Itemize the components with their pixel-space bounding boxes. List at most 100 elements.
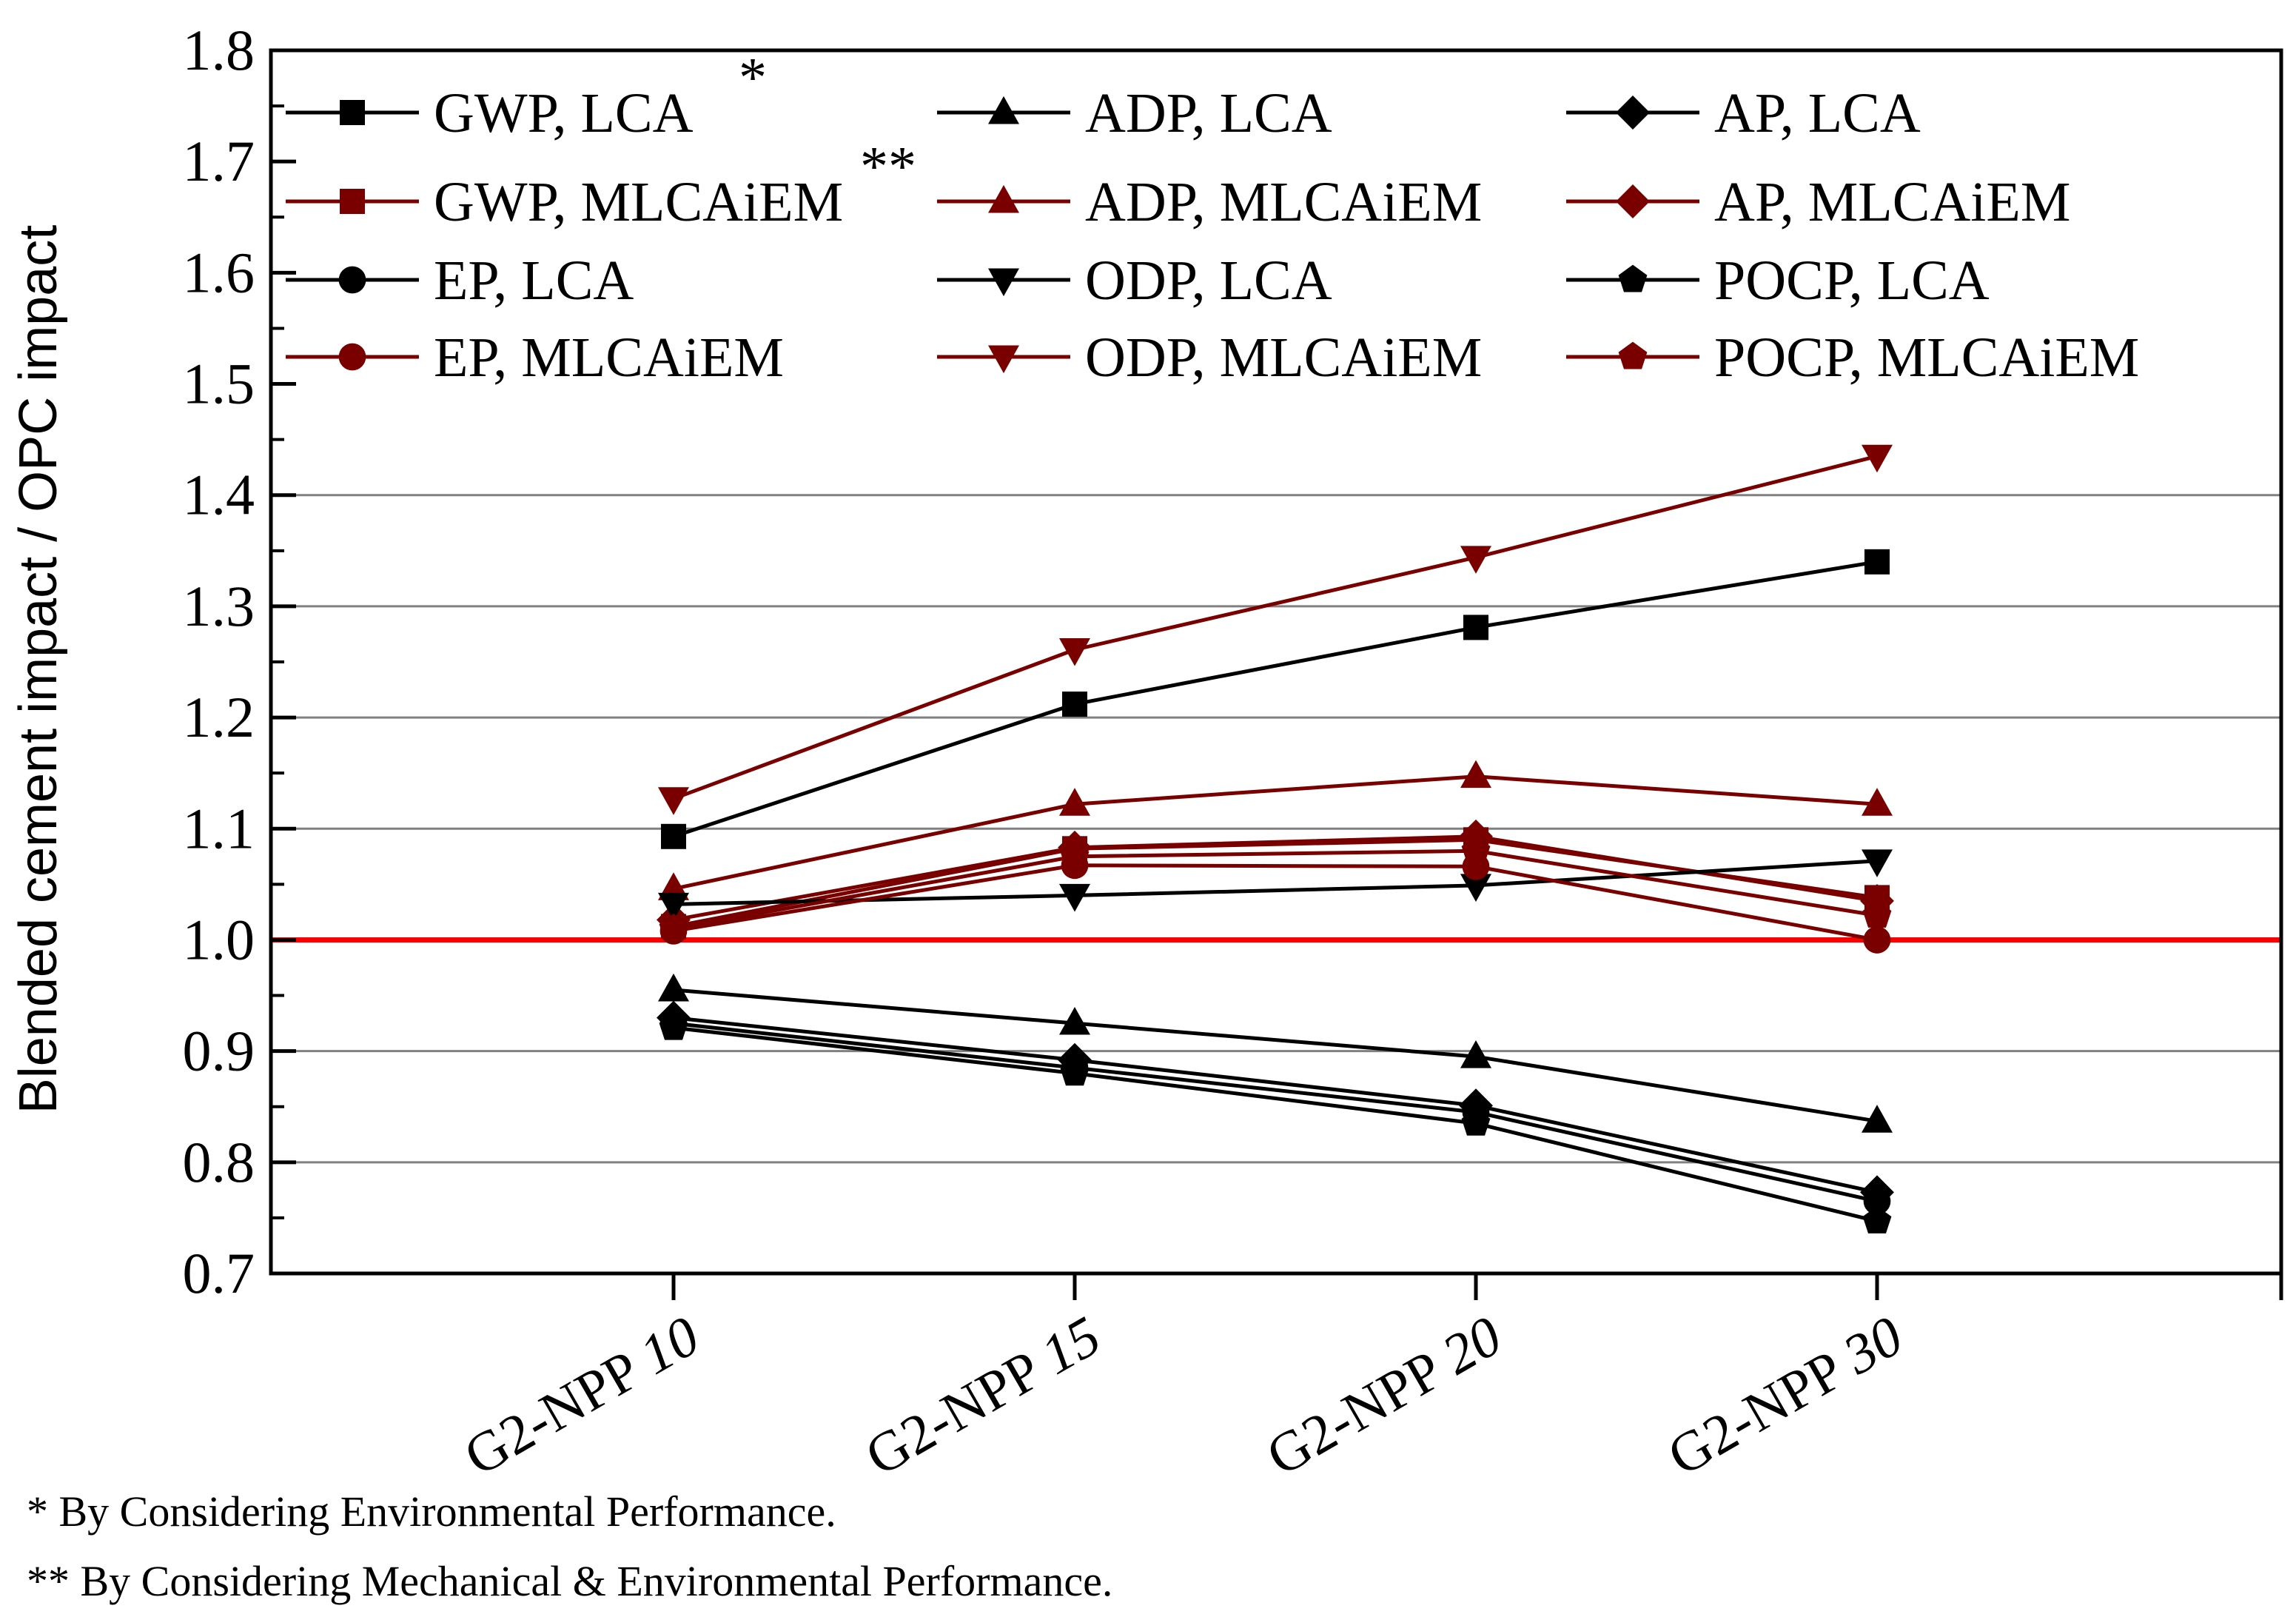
data-point <box>1460 874 1491 902</box>
x-tick-label: G2-NPP 30 <box>1658 1305 1913 1488</box>
footnote-1: * By Considering Environmental Performan… <box>27 1487 836 1536</box>
y-tick-label: 1.3 <box>183 574 255 638</box>
x-tick-label-prefix: G2-NPP <box>1658 1333 1864 1488</box>
data-point <box>1062 692 1087 717</box>
x-axis-tick-labels: G2-NPP 10 G2-NPP 15 G2-NPP 20 G2-NPP 30 <box>454 1305 1913 1488</box>
legend-label: GWP, LCA <box>434 82 694 144</box>
legend-swatch-marker <box>1618 264 1648 292</box>
legend-item-adp-mlcaiem: ADP, MLCAiEM <box>937 171 1482 233</box>
data-point <box>1460 760 1491 789</box>
legend-label: POCP, MLCAiEM <box>1714 327 2139 389</box>
x-tick-label-prefix: G2-NPP <box>1257 1333 1463 1488</box>
legend-item-adp-lca: ADP, LCA <box>937 82 1332 144</box>
annotation-asterisk: ** <box>860 135 916 198</box>
series-line <box>673 1021 1878 1203</box>
legend-item-ep-mlcaiem: EP, MLCAiEM <box>286 327 784 389</box>
legend-item-odp-lca: ODP, LCA <box>937 250 1332 312</box>
legend-item-gwp-mlcaiem: GWP, MLCAiEM <box>286 171 843 233</box>
legend-swatch-marker <box>988 268 1019 297</box>
legend-swatch-marker <box>1618 341 1648 369</box>
series-line <box>673 848 1878 931</box>
series-line <box>673 774 1878 891</box>
legend-item-pocp-lca: POCP, LCA <box>1566 250 1990 312</box>
y-tick-label: 1.4 <box>183 463 255 527</box>
legend-swatch-marker <box>340 100 365 125</box>
legend-swatch-marker <box>1616 96 1650 130</box>
y-tick-label: 1.2 <box>183 685 255 749</box>
y-tick-label: 1.8 <box>183 18 255 82</box>
series-line <box>673 560 1878 839</box>
legend-swatch-marker <box>340 189 365 214</box>
legend-swatch-marker <box>988 345 1019 374</box>
legend-item-pocp-mlcaiem: POCP, MLCAiEM <box>1566 327 2139 389</box>
annotations: *** <box>739 47 916 198</box>
y-tick-label: 1.7 <box>183 129 255 193</box>
legend-label: GWP, MLCAiEM <box>434 171 843 233</box>
legend-label: ODP, LCA <box>1085 250 1332 312</box>
y-tick-label: 1.1 <box>183 796 255 860</box>
legend-label: AP, LCA <box>1714 82 1921 144</box>
legend-label: EP, MLCAiEM <box>434 327 784 389</box>
data-point <box>1863 1188 1891 1215</box>
x-tick-label-prefix: G2-NPP <box>454 1333 661 1488</box>
x-tick-label: G2-NPP 15 <box>856 1305 1111 1488</box>
annotation-asterisk: * <box>739 47 767 109</box>
series-adp-lca <box>658 973 1893 1133</box>
series-line <box>673 834 1878 922</box>
y-tick-label: 0.9 <box>183 1019 255 1083</box>
legend-label: AP, MLCAiEM <box>1714 171 2070 233</box>
legend-swatch-marker <box>338 266 366 294</box>
legend-item-odp-mlcaiem: ODP, MLCAiEM <box>937 327 1482 389</box>
series-line <box>673 454 1878 801</box>
series-line <box>673 988 1878 1123</box>
data-point <box>1864 549 1890 575</box>
data-point <box>1862 1105 1893 1133</box>
data-point <box>1059 883 1090 912</box>
data-point <box>1862 1206 1892 1233</box>
legend-item-ep-lca: EP, LCA <box>286 250 634 312</box>
series-line <box>673 1025 1878 1223</box>
x-tick-label: G2-NPP 10 <box>454 1305 710 1488</box>
grid-lines <box>271 494 2281 1164</box>
y-tick-label: 1.6 <box>183 240 255 304</box>
series-ap-mlcaiem <box>657 819 1894 937</box>
data-point <box>1862 444 1893 473</box>
series-layer <box>657 444 1894 1233</box>
y-tick-label: 0.8 <box>183 1130 255 1194</box>
y-axis-tick-labels: 0.7 0.8 0.9 1.0 1.1 1.2 1.3 1.4 1.5 1.6 1.7 1.8 <box>183 18 255 1305</box>
y-tick-label: 1.0 <box>183 907 255 971</box>
series-line <box>673 863 1878 942</box>
data-point <box>1060 841 1090 869</box>
series-pocp-lca <box>659 1012 1892 1233</box>
data-point <box>1059 788 1090 816</box>
data-point <box>659 1012 688 1040</box>
series-odp-mlcaiem <box>658 444 1893 815</box>
x-tick-label-prefix: G2-NPP <box>856 1333 1062 1488</box>
legend-label: EP, LCA <box>434 250 634 312</box>
y-axis-label: Blended cement impact / OPC impact <box>9 225 68 1114</box>
data-point <box>1862 900 1892 928</box>
data-point <box>1060 1058 1090 1086</box>
legend-item-ap-mlcaiem: AP, MLCAiEM <box>1566 171 2070 233</box>
legend-label: POCP, LCA <box>1714 250 1990 312</box>
legend-label: ADP, LCA <box>1085 82 1332 144</box>
series-line <box>673 1016 1878 1194</box>
legend-swatch-marker <box>988 96 1019 124</box>
legend-swatch-marker <box>988 184 1019 213</box>
data-point <box>1463 615 1488 640</box>
data-point <box>1862 788 1893 816</box>
x-tick-label: G2-NPP 20 <box>1257 1305 1512 1488</box>
series-pocp-mlcaiem <box>659 835 1892 941</box>
series-gwp-mlcaiem <box>661 827 1890 940</box>
data-point <box>658 973 689 1002</box>
axis-ticks <box>271 48 2283 1300</box>
data-point <box>658 892 689 921</box>
footnote-2: ** By Considering Mechanical & Environme… <box>27 1557 1113 1605</box>
y-tick-label: 0.7 <box>183 1241 255 1305</box>
data-point <box>1460 546 1491 574</box>
series-gwp-lca <box>661 549 1890 849</box>
series-ap-lca <box>657 1000 1894 1210</box>
legend-item-gwp-lca: GWP, LCA <box>286 82 694 144</box>
data-point <box>661 823 686 849</box>
data-point <box>1461 835 1491 863</box>
